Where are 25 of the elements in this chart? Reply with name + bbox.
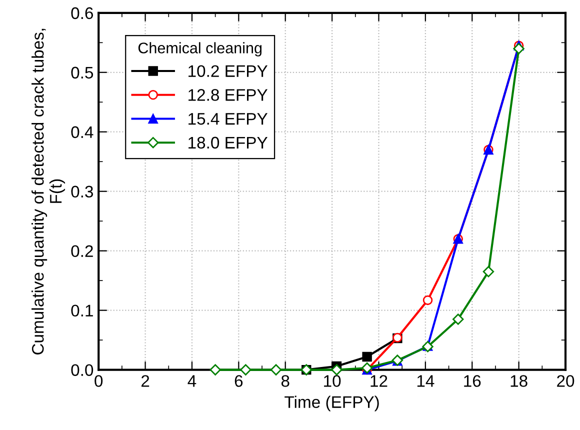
legend-label: 12.8 EFPY	[188, 89, 268, 101]
x-axis-title: Time (EFPY)	[284, 396, 379, 412]
x-tick-label: 2	[141, 375, 150, 387]
x-tick-label: 14	[417, 375, 434, 387]
x-tick-label: 12	[370, 375, 388, 387]
y-tick-label: 0.1	[71, 304, 93, 317]
y-tick-label: 0.2	[71, 245, 93, 258]
y-tick-label: 0.3	[71, 186, 94, 198]
legend-label: 15.4 EFPY	[188, 113, 268, 125]
x-tick-label: 18	[510, 375, 528, 387]
legend-label: 10.2 EFPY	[188, 65, 268, 77]
x-tick-label: 8	[281, 375, 290, 387]
x-tick-label: 4	[188, 375, 196, 387]
y-tick-label: 0.6	[71, 7, 94, 20]
y-tick-label: 0.4	[71, 126, 94, 138]
legend-title: Chemical cleaning	[138, 42, 262, 56]
legend-label: 18.0 EFPY	[188, 136, 268, 149]
x-tick-label: 0	[94, 375, 103, 387]
x-tick-label: 10	[324, 375, 341, 387]
y-tick-label: 0.0	[71, 364, 94, 376]
y-tick-label: 0.5	[71, 66, 94, 79]
y-axis-title: Cumulative quantity of detected crack tubes, F(t)	[32, 28, 66, 354]
x-tick-label: 20	[557, 375, 574, 387]
x-tick-label: 6	[234, 375, 243, 387]
x-tick-label: 16	[464, 375, 481, 387]
